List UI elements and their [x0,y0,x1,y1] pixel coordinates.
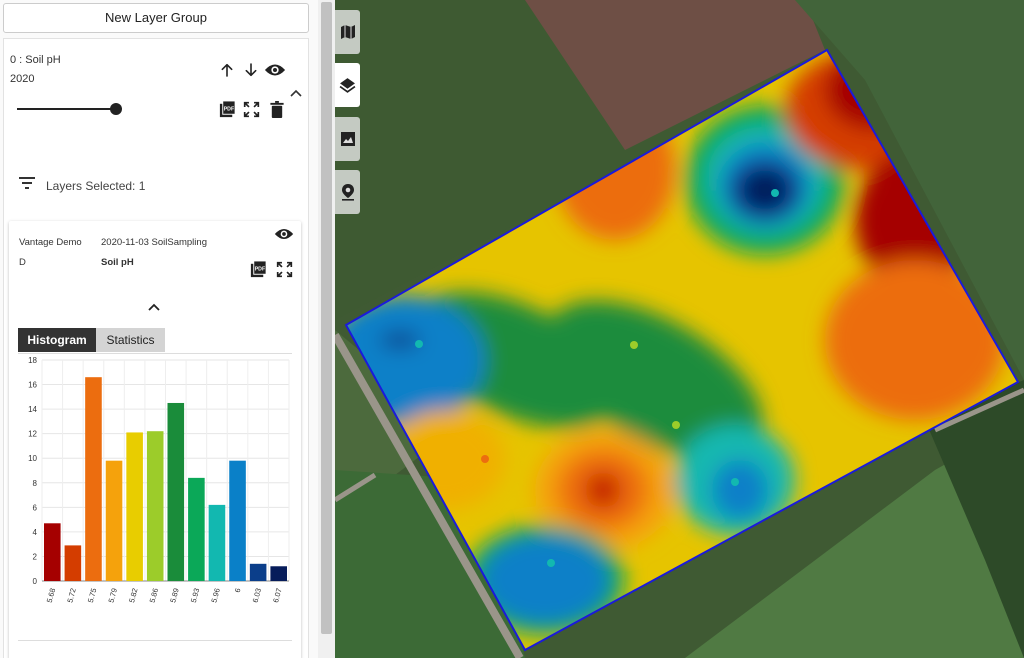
x-tick-label: 5.79 [106,587,118,603]
x-tick-label: 6 [233,587,243,593]
histogram-bar [146,431,164,581]
histogram-bar [64,545,82,581]
field-boundary [344,48,1020,652]
sample-point [547,559,555,567]
layers-selected-label: Layers Selected: 1 [46,178,146,193]
layers-icon[interactable] [335,63,360,107]
y-tick-label: 8 [33,479,38,488]
chevron-up-icon[interactable] [147,300,161,314]
y-tick-label: 0 [33,577,38,586]
sample-point [771,189,779,197]
histogram-bar [229,460,246,581]
layers-selected-row: Layers Selected: 1 [18,176,145,195]
session-name: 2020-11-03 SoilSampling [101,237,207,248]
histogram-chart: 0 2 4 6 8 10 12 14 16 18 5.68 5.72 5.75 5.79 5.82 5.86 5… [28,356,290,604]
map-view[interactable] [335,0,1024,658]
tab-histogram[interactable]: Histogram [18,328,96,352]
histogram-bar [270,566,287,581]
tab-divider [18,353,292,354]
opacity-slider-track[interactable] [17,108,117,110]
chevron-up-icon[interactable] [289,86,303,100]
tab-statistics[interactable]: Statistics [96,328,165,352]
pdf-icon[interactable]: PDF [217,99,237,119]
opacity-slider-thumb[interactable] [110,103,122,115]
arrow-up-icon[interactable] [217,60,237,80]
x-tick-label: 5.93 [189,587,201,603]
field-name: D [19,257,26,268]
sample-point [731,478,739,486]
x-tick-label: 6.07 [271,587,283,603]
x-tick-label: 5.96 [209,587,221,603]
map-icon[interactable] [335,10,360,54]
svg-text:PDF: PDF [254,266,264,272]
new-layer-group-button[interactable]: New Layer Group [3,3,309,33]
x-tick-label: 5.72 [65,587,77,603]
y-tick-label: 18 [28,356,37,365]
y-tick-label: 2 [33,552,38,561]
attribute-name: Soil pH [101,257,134,268]
x-tick-label: 5.68 [45,587,57,603]
trash-icon[interactable] [267,99,287,119]
x-tick-label: 5.86 [148,587,160,603]
y-tick-label: 12 [28,430,37,439]
y-tick-label: 10 [28,454,37,463]
svg-text:PDF: PDF [223,106,233,112]
filter-list-icon[interactable] [18,176,36,195]
pdf-icon[interactable]: PDF [248,259,268,279]
panel-scrollbar-thumb[interactable] [321,2,332,634]
histogram-bar [105,460,123,581]
satellite-map [335,0,1024,658]
arrow-down-icon[interactable] [241,60,261,80]
fullscreen-icon[interactable] [274,259,294,279]
histogram-bar [208,504,226,581]
eye-icon[interactable] [272,224,296,244]
sample-point [481,455,489,463]
x-tick-label: 5.82 [127,587,139,603]
y-tick-label: 4 [33,528,38,537]
histogram-bar [249,563,267,581]
fullscreen-icon[interactable] [241,99,261,119]
pin-icon[interactable] [335,170,360,214]
sample-point [672,421,680,429]
y-tick-label: 16 [28,381,37,390]
histogram-bar [44,523,61,581]
sample-point [630,341,638,349]
histogram-bar [188,477,205,581]
histogram-bar [85,377,102,581]
histogram-bar [126,432,143,581]
x-tick-label: 5.75 [86,587,98,603]
y-tick-label: 14 [28,405,37,414]
y-tick-label: 6 [33,503,38,512]
eye-icon[interactable] [263,60,287,80]
card-divider [18,640,292,641]
client-name: Vantage Demo [19,237,82,248]
histogram-bar [167,402,185,581]
layer-name: 0 : Soil pH [10,54,61,66]
x-tick-label: 5.89 [168,587,180,603]
image-icon[interactable] [335,117,360,161]
layer-panel: New Layer Group 0 : Soil pH 2020 PDF Lay… [0,0,318,658]
x-tick-label: 6.03 [251,587,263,603]
sample-point [415,340,423,348]
layer-year: 2020 [10,73,35,85]
